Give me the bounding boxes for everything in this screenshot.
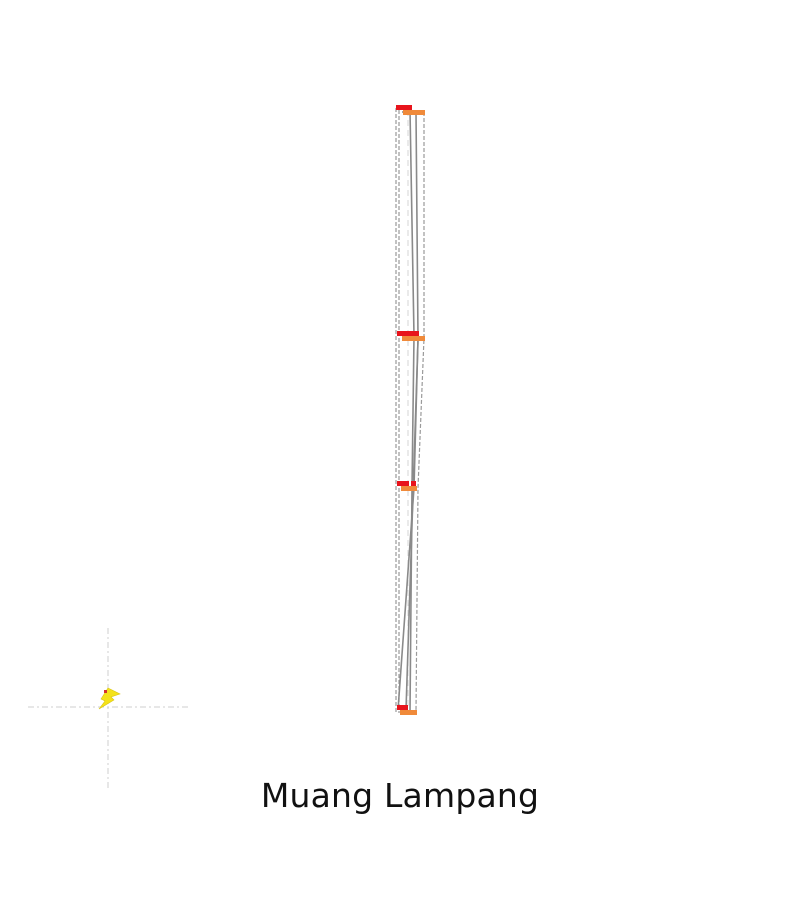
route-outline	[395, 107, 425, 713]
route-line-3	[405, 339, 419, 711]
route-outline-right	[415, 112, 425, 713]
place-name-label: Muang Lampang	[260, 776, 540, 815]
route-line-1	[409, 109, 415, 713]
route-stops	[396, 105, 425, 715]
crosshair	[28, 628, 188, 788]
stop-marker-lower-middle[interactable]	[397, 481, 417, 491]
stop-marker-top[interactable]	[396, 105, 425, 115]
stop-marker-upper-middle[interactable]	[397, 331, 425, 341]
route-outline-left	[395, 108, 404, 713]
lightning-bolt-icon[interactable]	[98, 687, 121, 710]
stop-marker-bottom[interactable]	[397, 705, 417, 715]
